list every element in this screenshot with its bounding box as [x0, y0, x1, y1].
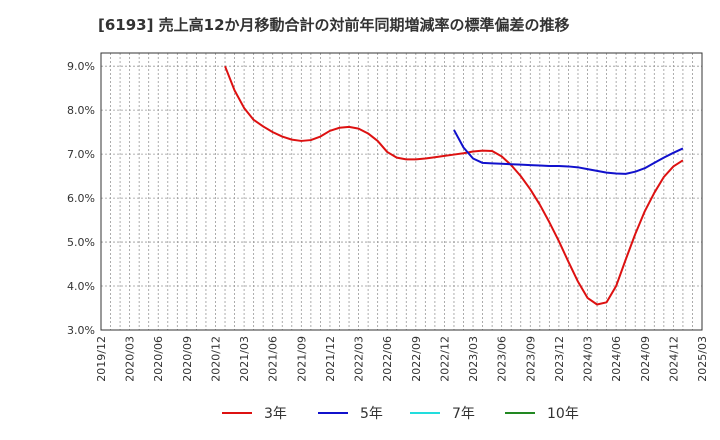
- y-tick-label: 5.0%: [67, 236, 95, 249]
- x-tick-label: 2021/06: [267, 336, 280, 382]
- x-tick-label: 2021/09: [295, 336, 308, 382]
- x-tick-label: 2022/09: [410, 336, 423, 382]
- x-tick-label: 2023/06: [496, 336, 509, 382]
- x-tick-label: 2020/03: [124, 336, 137, 382]
- series: [224, 65, 684, 306]
- x-tick-label: 2022/03: [353, 336, 366, 382]
- grid: [101, 53, 702, 331]
- x-tick-label: 2023/03: [467, 336, 480, 382]
- x-tick-label: 2025/03: [696, 336, 709, 382]
- x-tick-label: 2021/12: [324, 336, 337, 382]
- x-tick-label: 2024/09: [639, 336, 652, 382]
- x-tick-label: 2024/03: [582, 336, 595, 382]
- y-tick-label: 9.0%: [67, 60, 95, 73]
- y-tick-label: 3.0%: [67, 324, 95, 337]
- x-tick-label: 2022/12: [438, 336, 451, 382]
- y-tick-label: 4.0%: [67, 280, 95, 293]
- x-tick-label: 2020/09: [181, 336, 194, 382]
- x-tick-label: 2020/12: [209, 336, 222, 382]
- x-tick-label: 2024/12: [667, 336, 680, 382]
- y-tick-label: 6.0%: [67, 192, 95, 205]
- legend-label: 10年: [547, 406, 579, 422]
- x-axis: 2019/12 2020/03 2020/06 2020/09 2020/12 2021/…: [95, 336, 709, 382]
- x-tick-label: 2021/03: [238, 336, 251, 382]
- x-tick-label: 2023/12: [553, 336, 566, 382]
- series-line-3年: [224, 65, 684, 306]
- y-tick-label: 8.0%: [67, 104, 95, 117]
- y-axis: 3.0% 4.0% 5.0% 6.0% 7.0% 8.0% 9.0%: [67, 60, 95, 337]
- legend: 3年 5年 7年 10年: [222, 406, 579, 422]
- y-tick-label: 7.0%: [67, 148, 95, 161]
- legend-label: 3年: [264, 406, 287, 422]
- plot-area: [100, 52, 703, 331]
- legend-label: 7年: [452, 406, 475, 422]
- legend-label: 5年: [360, 406, 383, 422]
- chart-title: [6193] 売上高12か月移動合計の対前年同期増減率の標準偏差の推移: [98, 16, 570, 34]
- x-tick-label: 2020/06: [152, 336, 165, 382]
- x-tick-label: 2019/12: [95, 336, 108, 382]
- x-tick-label: 2023/09: [524, 336, 537, 382]
- x-tick-label: 2022/06: [381, 336, 394, 382]
- x-tick-label: 2024/06: [610, 336, 623, 382]
- series-line-5年: [453, 129, 684, 175]
